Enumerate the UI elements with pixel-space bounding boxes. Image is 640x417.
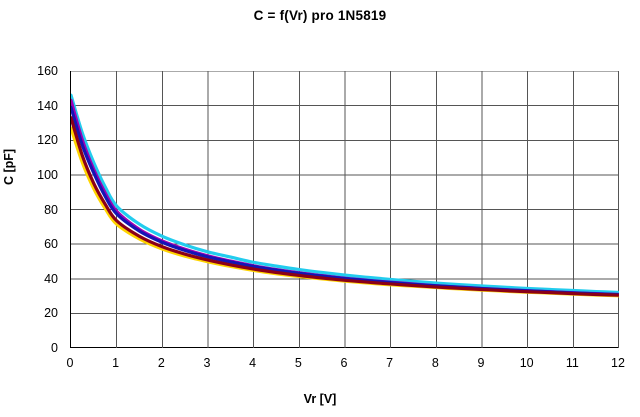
x-tick-label: 8 (431, 356, 439, 370)
y-tick-label: 40 (44, 271, 58, 286)
plot-area (70, 71, 619, 348)
x-tick-label: 10 (519, 356, 534, 370)
plot-svg (71, 71, 619, 348)
chart-title: C = f(Vr) pro 1N5819 (253, 8, 387, 23)
x-axis-title: Vr [V] (303, 392, 337, 406)
data-series-group (71, 93, 619, 298)
x-tick-label: 3 (203, 356, 211, 370)
y-axis-title: C [pF] (2, 148, 16, 185)
y-tick-label: 120 (37, 133, 58, 148)
x-tick-label: 0 (66, 356, 74, 370)
x-tick-label: 2 (157, 356, 165, 370)
x-tick-label: 9 (477, 356, 485, 370)
series-line-sample-3 (71, 116, 619, 297)
grid-lines (71, 71, 619, 348)
series-line-sample-1 (71, 93, 619, 295)
x-tick-label: 6 (340, 356, 348, 370)
y-tick-label: 20 (44, 306, 58, 321)
x-tick-label: 1 (112, 356, 120, 370)
y-tick-label: 60 (44, 237, 58, 252)
x-tick-label: 4 (249, 356, 257, 370)
x-tick-label: 12 (611, 356, 625, 370)
x-tick-label: 11 (565, 356, 579, 370)
y-tick-label: 0 (51, 341, 58, 355)
y-tick-label: 140 (37, 98, 58, 113)
x-tick-label: 5 (294, 356, 302, 370)
y-tick-label: 80 (44, 202, 58, 217)
y-tick-label: 160 (37, 64, 58, 78)
y-tick-label: 100 (37, 167, 58, 182)
x-tick-label: 7 (386, 356, 394, 370)
